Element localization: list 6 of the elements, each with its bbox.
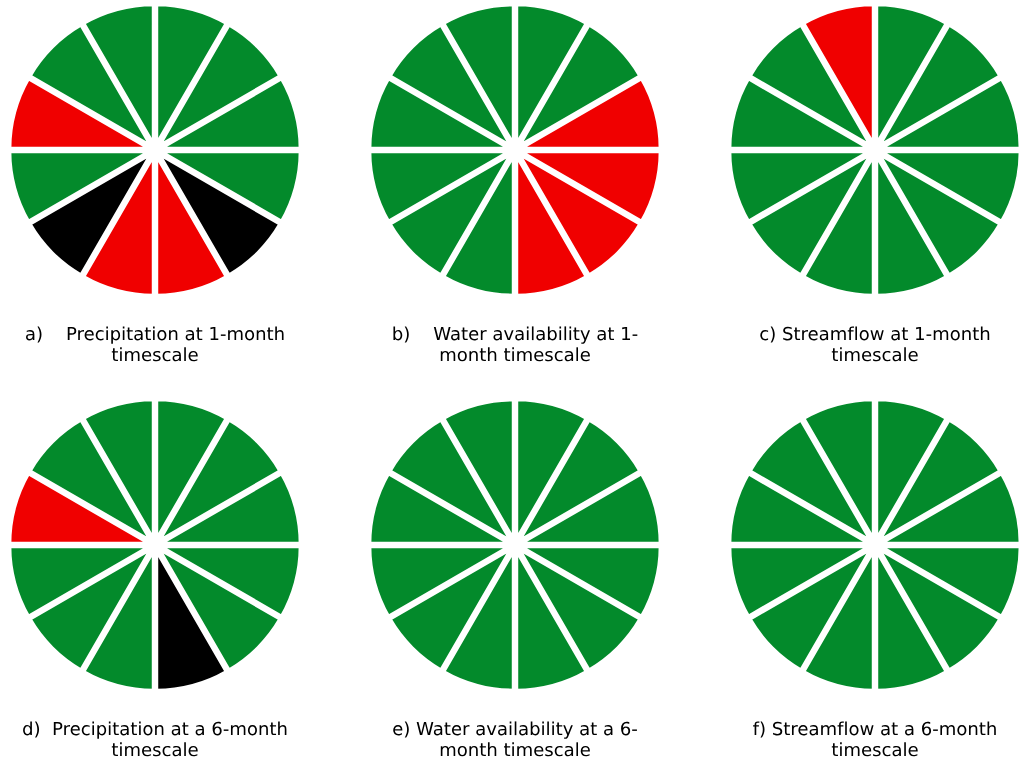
text: a) Precipitation at 1-month timescale: [26, 326, 284, 362]
text: f) Streamflow at a 6-month timescale: [753, 721, 996, 757]
text: c) Streamflow at 1-month timescale: [760, 326, 990, 362]
text: d) Precipitation at a 6-month timescale: [23, 721, 287, 757]
text: e) Water availability at a 6- month timescale: [393, 721, 637, 757]
text: b) Water availability at 1- month timescale: [393, 326, 638, 362]
